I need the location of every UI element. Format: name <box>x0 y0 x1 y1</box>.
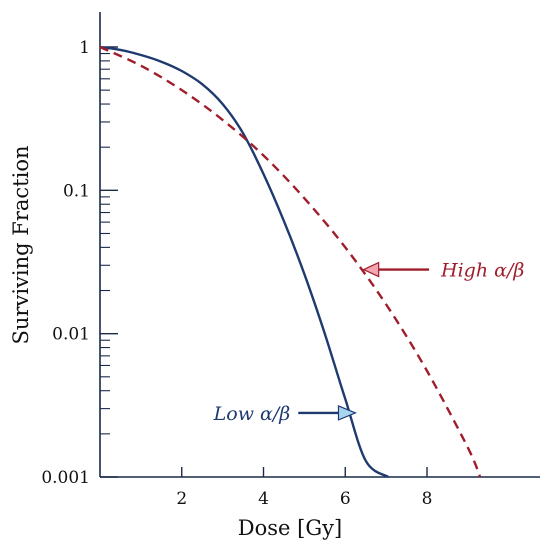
y-tick-label: 0.001 <box>41 468 90 488</box>
x-tick-label: 8 <box>422 489 433 509</box>
y-tick-label: 0.1 <box>63 181 90 201</box>
annotation-label-high: High α/β <box>440 260 524 282</box>
y-tick-label: 0.01 <box>52 325 90 345</box>
annotation-label-low: Low α/β <box>213 403 291 425</box>
annotation-layer: High α/β Low α/β <box>213 260 525 425</box>
x-axis-title: Dose [Gy] <box>238 516 342 540</box>
x-tick-label: 6 <box>340 489 351 509</box>
annotation-arrowhead-high <box>364 263 379 277</box>
x-tick-label: 2 <box>176 489 187 509</box>
y-axis-title: Surviving Fraction <box>9 146 33 345</box>
axes <box>100 12 540 477</box>
x-tick-label: 4 <box>258 489 269 509</box>
y-tick-label: 1 <box>79 38 90 58</box>
